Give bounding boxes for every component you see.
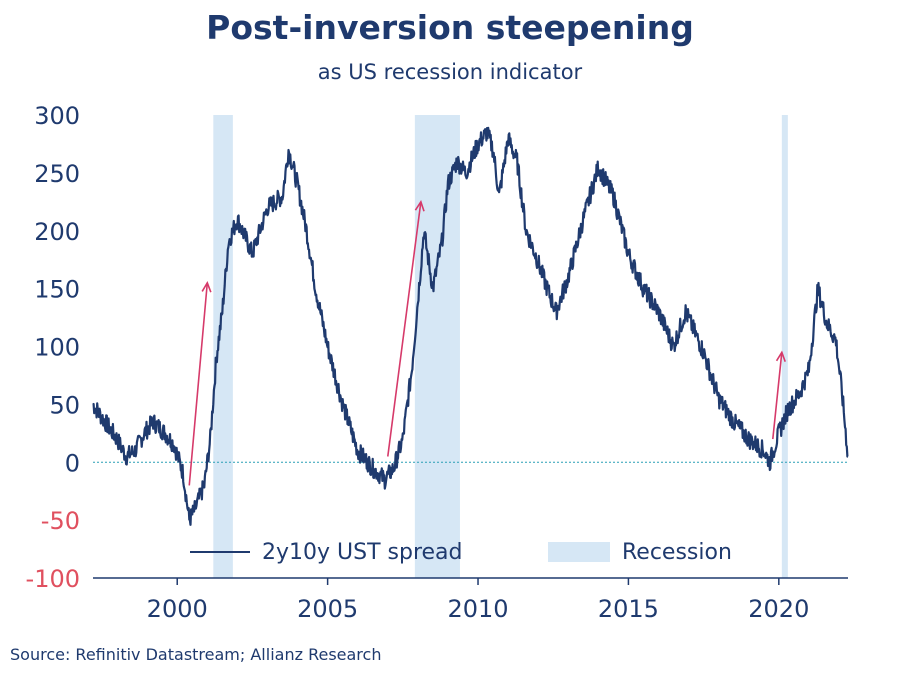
source-note: Source: Refinitiv Datastream; Allianz Re… bbox=[10, 645, 382, 664]
legend-recession-label: Recession bbox=[622, 540, 732, 565]
recession-band-1 bbox=[414, 115, 460, 578]
y-axis-ticks: 300 250 200 150 100 50 0 -50 -100 bbox=[26, 102, 80, 593]
recession-band-2 bbox=[781, 115, 788, 578]
y-tick-label: 150 bbox=[34, 276, 80, 304]
y-tick-label: -100 bbox=[26, 565, 80, 593]
x-axis-ticks: 2000 2005 2010 2015 2020 bbox=[147, 578, 809, 623]
recession-bands bbox=[213, 115, 788, 578]
spread-line bbox=[92, 126, 849, 526]
y-tick-label: 250 bbox=[34, 160, 80, 188]
arrow-1 bbox=[386, 201, 422, 457]
legend-line-label: 2y10y UST spread bbox=[262, 540, 463, 565]
chart-subtitle: as US recession indicator bbox=[317, 60, 583, 84]
arrow-0 bbox=[188, 282, 209, 486]
legend: 2y10y UST spread Recession bbox=[190, 540, 732, 565]
y-tick-label: -50 bbox=[41, 507, 80, 535]
y-tick-label: 0 bbox=[65, 449, 80, 477]
x-tick-label: 2015 bbox=[598, 595, 659, 623]
x-tick-label: 2010 bbox=[447, 595, 508, 623]
arrows bbox=[188, 199, 786, 486]
recession-band-0 bbox=[213, 115, 233, 578]
x-tick-label: 2005 bbox=[297, 595, 358, 623]
arrow-head-0 bbox=[201, 281, 212, 293]
y-tick-label: 50 bbox=[49, 391, 80, 419]
y-tick-label: 300 bbox=[34, 102, 80, 130]
chart-title: Post-inversion steepening bbox=[206, 8, 694, 47]
x-tick-label: 2000 bbox=[147, 595, 208, 623]
y-tick-label: 100 bbox=[34, 334, 80, 362]
x-tick-label: 2020 bbox=[748, 595, 809, 623]
arrow-head-1 bbox=[414, 199, 425, 212]
y-tick-label: 200 bbox=[34, 218, 80, 246]
legend-recession-swatch bbox=[548, 542, 610, 562]
arrow-2 bbox=[772, 352, 783, 440]
arrow-head-2 bbox=[775, 350, 786, 362]
